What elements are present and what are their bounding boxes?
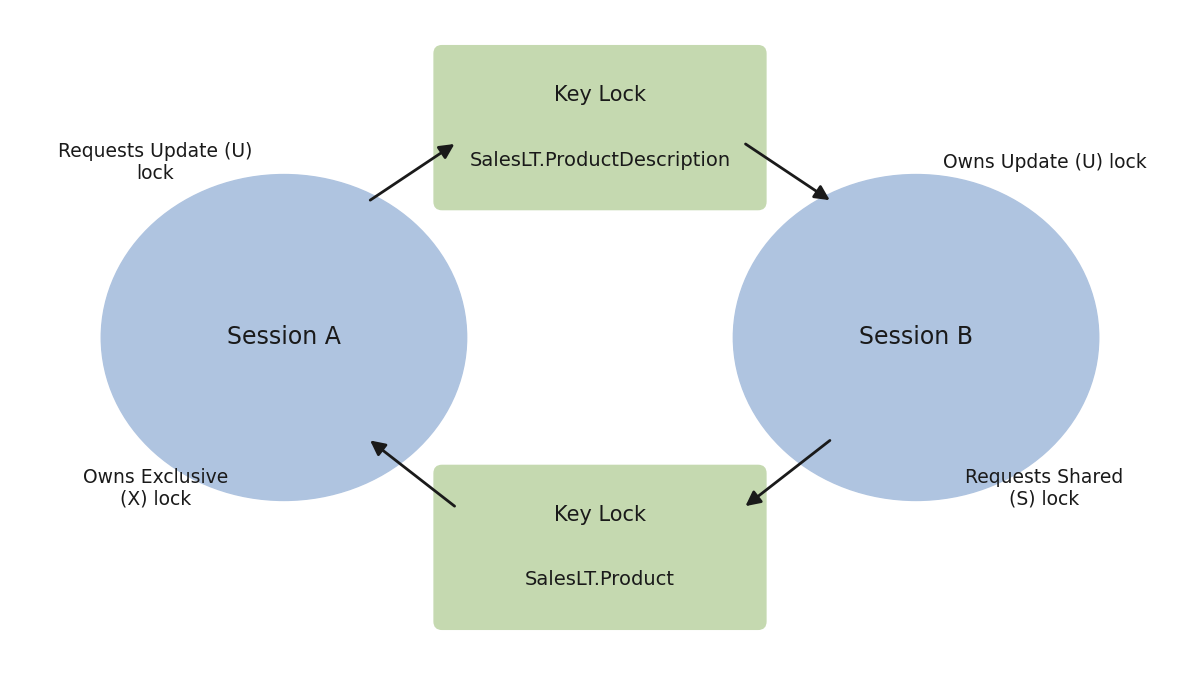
- Text: Session A: Session A: [227, 325, 341, 350]
- Text: Requests Update (U)
lock: Requests Update (U) lock: [59, 142, 253, 183]
- Text: Owns Exclusive
(X) lock: Owns Exclusive (X) lock: [83, 468, 228, 509]
- Text: Requests Shared
(S) lock: Requests Shared (S) lock: [965, 468, 1123, 509]
- Text: Key Lock: Key Lock: [554, 85, 646, 105]
- FancyBboxPatch shape: [434, 465, 766, 629]
- Text: Owns Update (U) lock: Owns Update (U) lock: [942, 153, 1146, 171]
- Text: SalesLT.ProductDescription: SalesLT.ProductDescription: [469, 151, 731, 169]
- FancyBboxPatch shape: [434, 46, 766, 210]
- Text: Session B: Session B: [859, 325, 973, 350]
- Text: Key Lock: Key Lock: [554, 505, 646, 524]
- Text: SalesLT.Product: SalesLT.Product: [526, 570, 674, 589]
- Ellipse shape: [101, 175, 467, 500]
- Ellipse shape: [733, 175, 1099, 500]
